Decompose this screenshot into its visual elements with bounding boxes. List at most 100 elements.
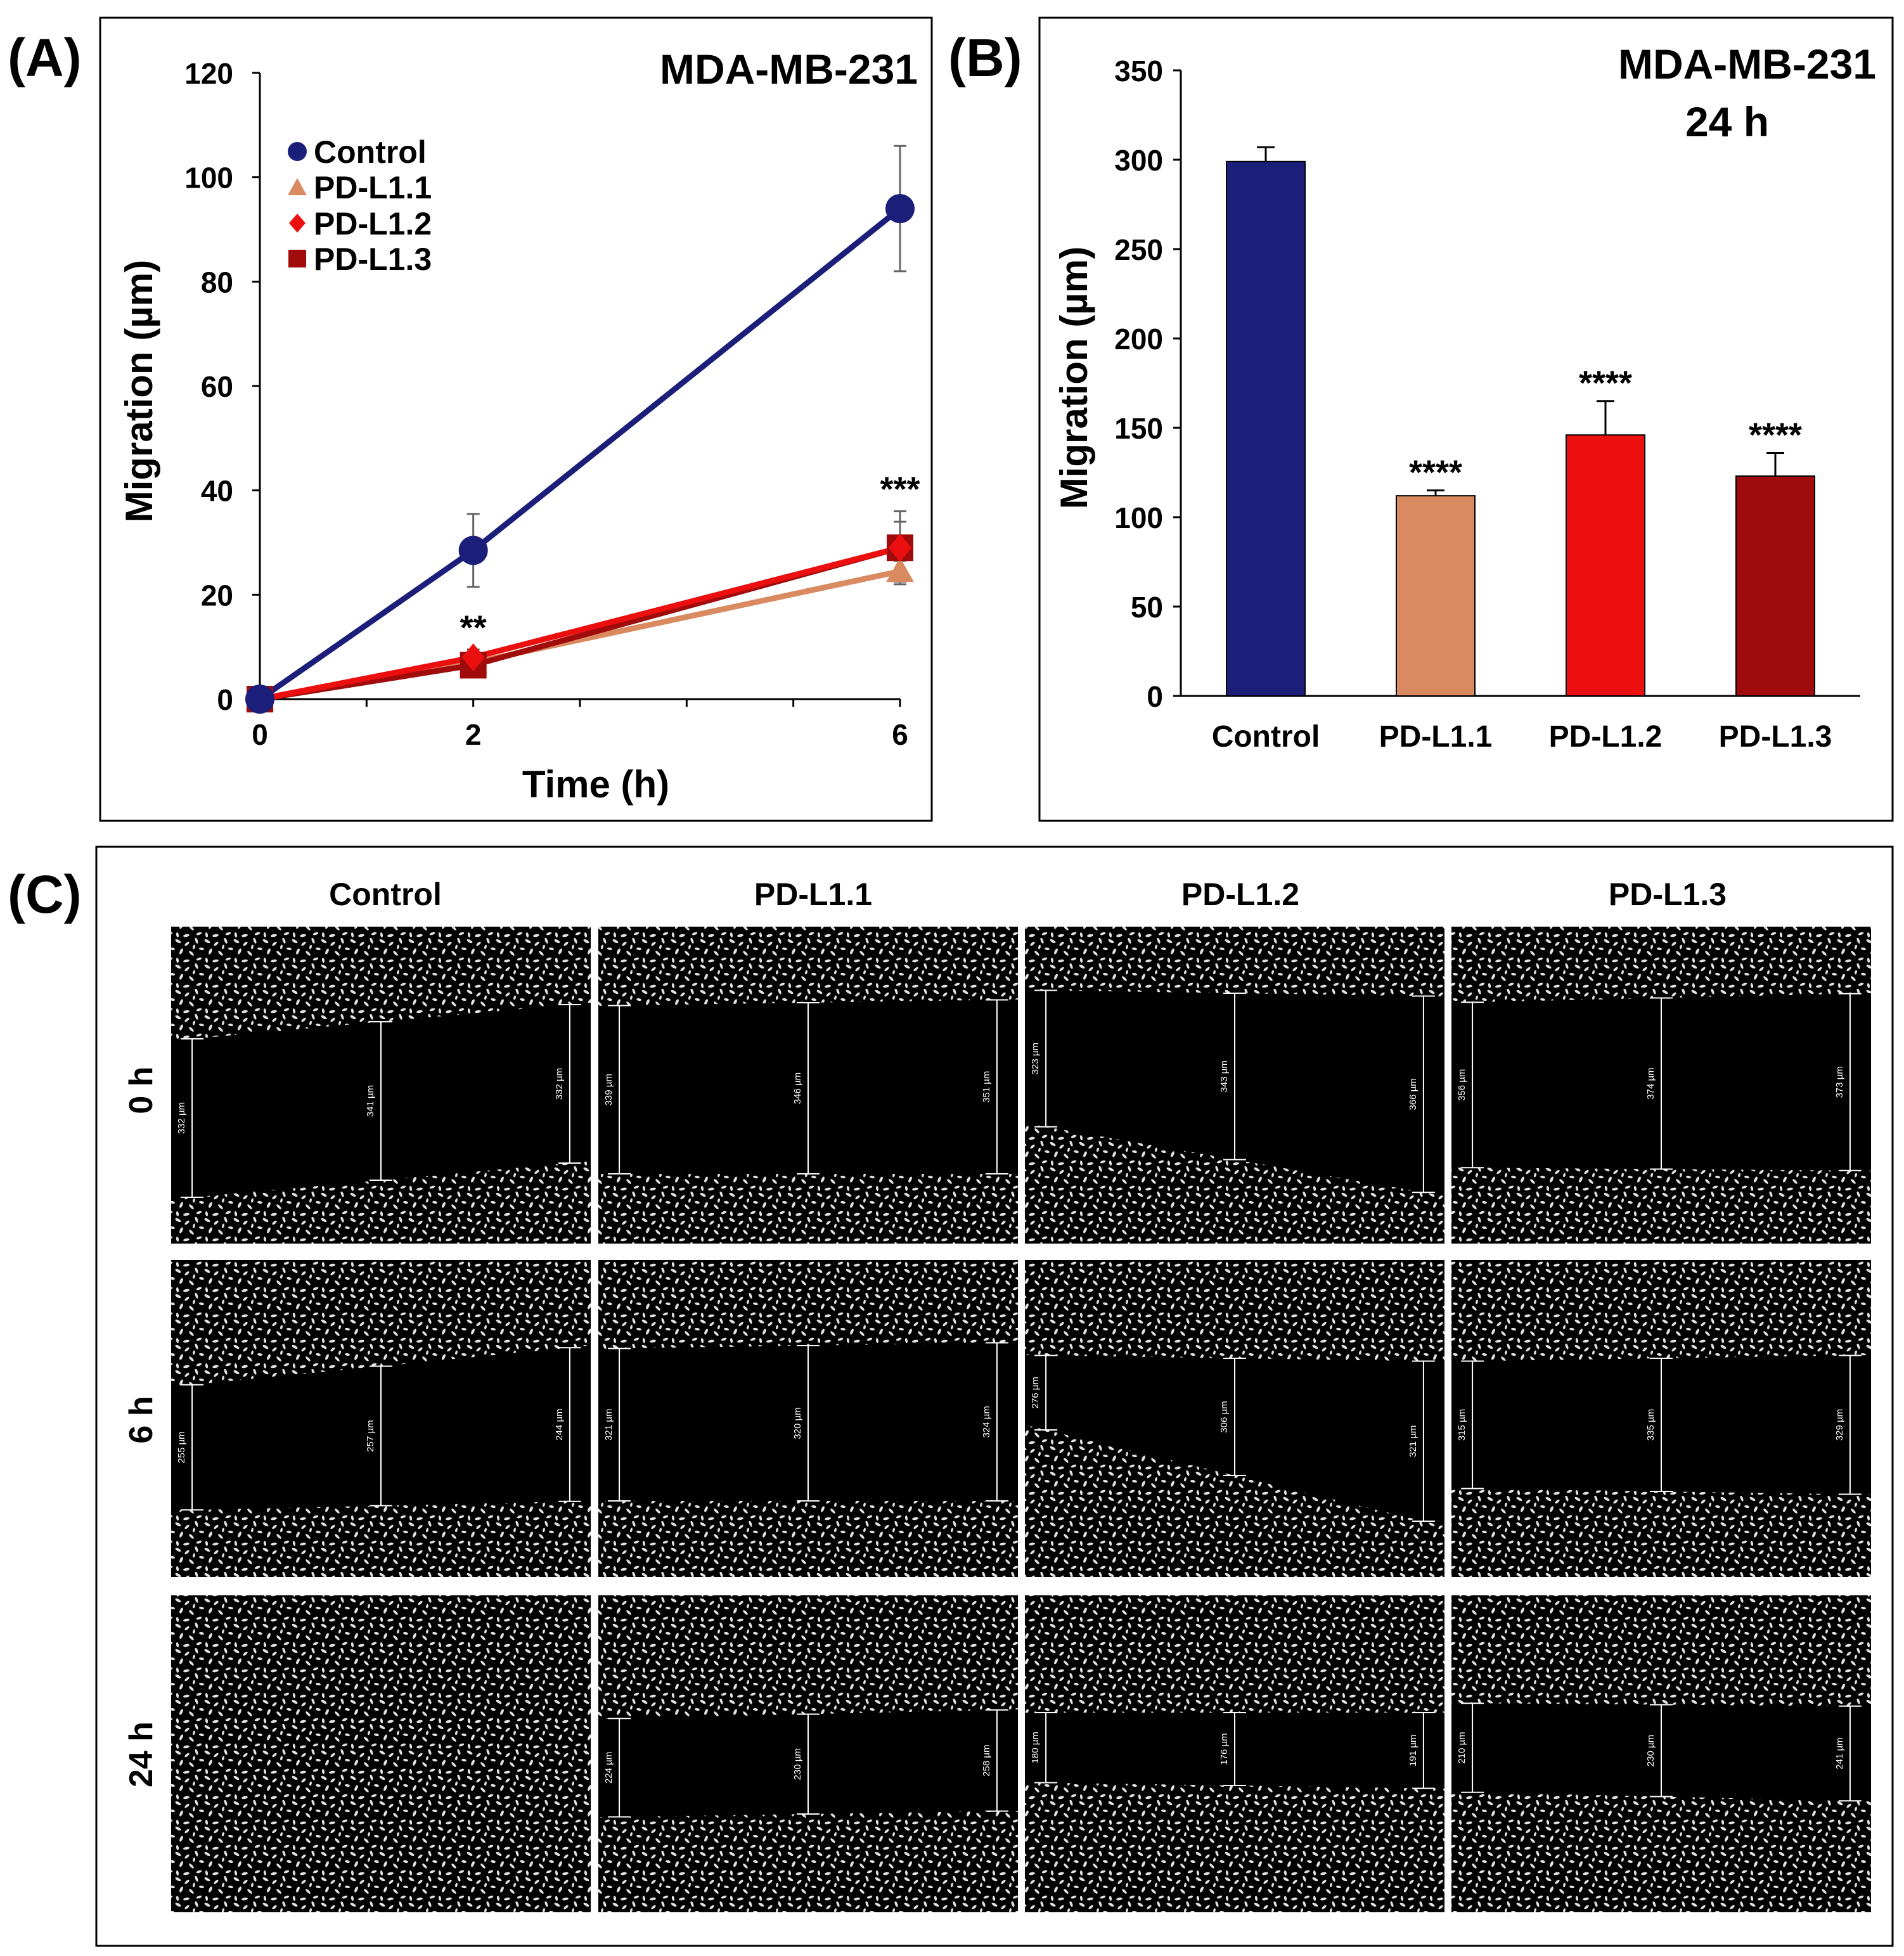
chart-a-y-tick-label: 60 <box>201 370 233 403</box>
micro-col-pdl11: PD-L1.1 <box>754 877 872 912</box>
measure-label: 366 µm <box>1408 1078 1418 1110</box>
panel-b-frame <box>1038 16 1894 822</box>
chart-a-xlabel: Time (h) <box>522 763 669 806</box>
measure-label: 321 µm <box>603 1409 614 1441</box>
data-point-pdl11 <box>886 557 914 582</box>
micro-col-control: Control <box>329 877 442 912</box>
chart-b-title: MDA-MB-231 <box>1618 41 1876 87</box>
legend-pdl11-marker <box>288 178 307 195</box>
category-label-control: Control <box>1212 720 1320 754</box>
chart-b-y-tick-label: 100 <box>1114 501 1163 534</box>
legend-pdl13-marker <box>288 250 306 267</box>
measure-label: 335 µm <box>1645 1409 1656 1441</box>
data-point-control <box>885 194 915 224</box>
measure-label: 343 µm <box>1219 1060 1230 1092</box>
measure-label: 230 µm <box>792 1748 803 1780</box>
measure-label: 191 µm <box>1408 1735 1418 1766</box>
significance-annotation: ** <box>460 608 487 647</box>
measure-label: 224 µm <box>603 1752 614 1784</box>
micro-col-pdl12: PD-L1.2 <box>1181 877 1299 912</box>
significance-annotation: *** <box>880 470 920 508</box>
measure-label: 230 µm <box>1645 1735 1656 1766</box>
measure-label: 332 µm <box>176 1102 187 1134</box>
micro-row-6h: 6 h <box>123 1396 160 1443</box>
measure-label: 306 µm <box>1219 1401 1230 1432</box>
measure-label: 329 µm <box>1834 1409 1845 1441</box>
measure-label: 339 µm <box>603 1074 614 1105</box>
significance-pdl13: **** <box>1749 416 1802 454</box>
micro-row-0h: 0 h <box>123 1066 160 1114</box>
measure-label: 180 µm <box>1030 1732 1041 1763</box>
panel-a-frame <box>99 16 933 822</box>
bar-pdl12 <box>1566 434 1645 697</box>
chart-a-x-tick-label: 2 <box>465 718 482 751</box>
bar-pdl13 <box>1735 475 1815 697</box>
measure-label: 255 µm <box>176 1431 187 1463</box>
chart-b-y-tick-label: 300 <box>1114 144 1163 177</box>
panel-label-a: (A) <box>8 28 82 87</box>
panel-label-c: (C) <box>8 865 82 924</box>
legend-pdl13-label: PD-L1.3 <box>314 241 432 277</box>
measure-label: 351 µm <box>981 1071 992 1103</box>
measure-label: 320 µm <box>792 1407 803 1439</box>
chart-a-ylabel: Migration (µm) <box>118 260 160 523</box>
measure-label: 315 µm <box>1457 1409 1467 1441</box>
chart-b-y-tick-label: 0 <box>1147 680 1163 713</box>
measure-label: 332 µm <box>554 1068 565 1100</box>
bar-control <box>1226 160 1306 697</box>
chart-a-y-tick-label: 80 <box>201 266 233 299</box>
measure-label: 356 µm <box>1457 1069 1467 1101</box>
measure-label: 276 µm <box>1030 1377 1041 1408</box>
measure-label: 324 µm <box>981 1406 992 1438</box>
legend-pdl12-marker <box>289 214 306 233</box>
legend-pdl12-label: PD-L1.2 <box>314 206 432 241</box>
chart-a-x-tick-label: 0 <box>252 718 268 751</box>
chart-a-y-tick-label: 120 <box>184 57 233 90</box>
series-line-pdl12 <box>259 544 901 702</box>
chart-b-subtitle: 24 h <box>1685 98 1769 145</box>
measure-label: 341 µm <box>365 1085 376 1117</box>
chart-a-title: MDA-MB-231 <box>660 46 918 93</box>
chart-b-y-tick-label: 200 <box>1114 323 1163 356</box>
panel-c-frame <box>95 846 1894 1947</box>
chart-a-y-tick-label: 100 <box>184 162 233 195</box>
data-point-control <box>458 536 488 565</box>
measure-label: 257 µm <box>365 1420 376 1451</box>
measure-label: 373 µm <box>1834 1066 1845 1098</box>
measure-label: 346 µm <box>792 1072 803 1104</box>
panel-label-b: (B) <box>948 28 1022 87</box>
data-point-pdl12 <box>461 643 485 672</box>
chart-b-y-tick-label: 150 <box>1114 412 1163 445</box>
micrograph-grid: Control PD-L1.1 PD-L1.2 PD-L1.3 0 h 6 h … <box>123 877 1871 1912</box>
category-label-pdl13: PD-L1.3 <box>1719 720 1832 754</box>
measure-label: 374 µm <box>1645 1067 1656 1099</box>
significance-pdl12: **** <box>1579 364 1632 402</box>
chart-a: MDA-MB-231 Migration (µm) Time (h) 02040… <box>118 46 920 806</box>
measure-label: 176 µm <box>1219 1733 1230 1765</box>
chart-a-y-tick-label: 40 <box>201 475 233 508</box>
measure-label: 321 µm <box>1408 1425 1418 1457</box>
data-point-control <box>245 685 274 714</box>
chart-a-legend: Control PD-L1.1 PD-L1.2 PD-L1.3 <box>288 134 432 277</box>
category-label-pdl11: PD-L1.1 <box>1379 720 1493 754</box>
measure-label: 258 µm <box>981 1744 992 1776</box>
legend-pdl11-label: PD-L1.1 <box>314 170 432 205</box>
significance-pdl11: **** <box>1409 454 1462 492</box>
chart-b-ylabel: Migration (µm) <box>1053 247 1095 510</box>
chart-a-y-tick-label: 0 <box>217 683 233 716</box>
measure-label: 323 µm <box>1030 1043 1041 1074</box>
micro-col-pdl13: PD-L1.3 <box>1609 877 1727 912</box>
legend-control-label: Control <box>314 134 427 170</box>
category-label-pdl12: PD-L1.2 <box>1549 720 1663 754</box>
measure-label: 244 µm <box>554 1408 565 1440</box>
bar-pdl11 <box>1396 495 1476 697</box>
micro-row-24h: 24 h <box>123 1721 160 1787</box>
micrograph-control-24h <box>171 1595 591 1912</box>
chart-a-x-tick-label: 6 <box>892 718 908 751</box>
chart-b-y-tick-label: 50 <box>1131 591 1163 624</box>
legend-control-marker <box>288 142 307 161</box>
chart-b: MDA-MB-231 24 h Migration (µm) 0 50 100 150… <box>1053 41 1876 754</box>
series-line-control <box>258 206 902 702</box>
chart-a-y-tick-label: 20 <box>201 579 233 612</box>
